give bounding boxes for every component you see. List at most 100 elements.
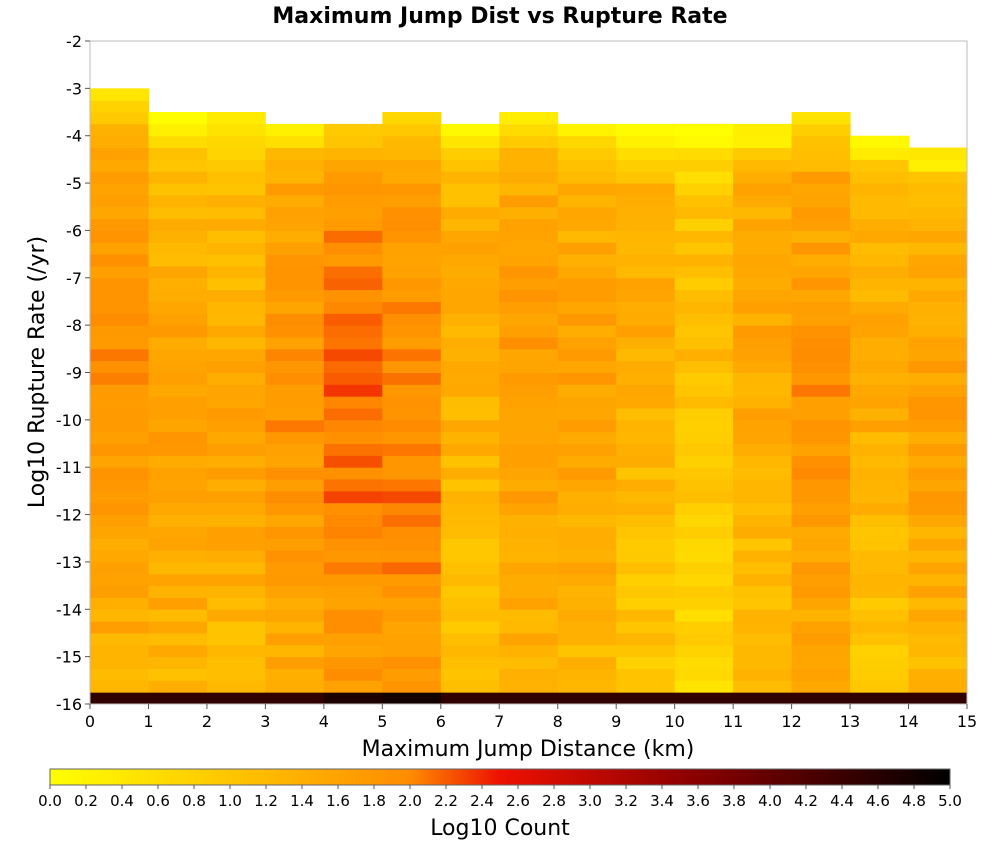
heatmap-cell — [499, 443, 559, 456]
heatmap-cell — [323, 396, 383, 409]
heatmap-cell — [382, 408, 442, 421]
heatmap-cell — [90, 313, 149, 326]
colorbar-ticks: 0.0 0.2 0.4 0.6 0.8 1.0 1.2 1.4 1.6 1.8 2.0 2.2 2.4 2… — [38, 785, 962, 810]
colorbar-tick-label: 1.8 — [362, 792, 386, 810]
heatmap-cell — [265, 313, 325, 326]
heatmap-cell — [90, 656, 149, 669]
heatmap-cell — [206, 230, 266, 243]
heatmap-cell — [206, 597, 266, 610]
heatmap-cell — [557, 194, 617, 208]
heatmap-cell — [440, 159, 500, 172]
heatmap-cell — [148, 526, 208, 539]
heatmap-cell — [206, 550, 266, 563]
y-tick-label: -8 — [66, 316, 82, 335]
heatmap-cell — [90, 609, 149, 622]
heatmap-cell — [440, 419, 500, 433]
heatmap-cell — [791, 183, 851, 196]
heatmap-cell — [440, 550, 500, 563]
heatmap-cell — [206, 680, 266, 693]
heatmap-cell — [206, 538, 266, 551]
heatmap-cell — [733, 123, 793, 137]
heatmap-cell — [616, 467, 676, 480]
heatmap-cell — [265, 372, 325, 385]
heatmap-cell — [499, 171, 559, 184]
heatmap-cell — [499, 254, 559, 267]
heatmap-cell — [908, 254, 968, 267]
heatmap-cell — [616, 325, 676, 338]
heatmap-cell — [908, 561, 968, 575]
heatmap-cell — [557, 467, 617, 480]
heatmap-cell — [265, 242, 325, 255]
heatmap-cell — [382, 218, 442, 231]
heatmap-cell — [850, 680, 910, 693]
x-tick-label: 13 — [840, 712, 860, 731]
heatmap-cell — [323, 123, 383, 137]
heatmap-cell — [616, 135, 676, 149]
heatmap-cell — [850, 609, 910, 622]
heatmap-cell — [616, 431, 676, 445]
heatmap-cell — [791, 561, 851, 575]
heatmap-cell — [733, 242, 793, 255]
heatmap-cell — [323, 313, 383, 326]
heatmap-cell — [323, 325, 383, 338]
heatmap-cell — [148, 621, 208, 634]
heatmap-cell — [733, 597, 793, 610]
heatmap-cell — [674, 360, 734, 373]
heatmap-cell — [557, 490, 617, 504]
heatmap-cell — [733, 550, 793, 563]
heatmap-cell — [206, 372, 266, 385]
heatmap-cell — [90, 254, 149, 267]
heatmap-cell — [499, 183, 559, 196]
heatmap-cell — [791, 384, 851, 397]
heatmap-cell — [733, 206, 793, 220]
colorbar-tick-label: 2.4 — [470, 792, 494, 810]
heatmap-cell — [674, 313, 734, 326]
heatmap-cell — [323, 550, 383, 563]
heatmap-cell — [148, 112, 208, 125]
colorbar-tick-label: 3.2 — [614, 792, 638, 810]
heatmap-cell — [265, 325, 325, 338]
heatmap-cell — [674, 325, 734, 338]
heatmap-cell — [791, 206, 851, 220]
heatmap-cell — [733, 609, 793, 622]
heatmap-cell — [499, 419, 559, 433]
heatmap-cell — [733, 218, 793, 231]
heatmap-cell — [908, 218, 968, 231]
heatmap-cell — [382, 561, 442, 575]
heatmap-cell — [791, 467, 851, 480]
heatmap-cell — [206, 396, 266, 409]
heatmap-cell — [908, 490, 968, 504]
heatmap-cell — [265, 135, 325, 149]
heatmap-cell — [616, 526, 676, 539]
heatmap-cell — [206, 194, 266, 208]
heatmap-cell — [733, 561, 793, 575]
heatmap-cell — [440, 360, 500, 373]
heatmap-cell — [323, 490, 383, 504]
heatmap-cell — [440, 479, 500, 492]
heatmap-cell — [850, 336, 910, 350]
heatmap-cell — [499, 396, 559, 409]
heatmap-cell — [733, 183, 793, 196]
heatmap-cell — [323, 597, 383, 610]
heatmap-cell — [499, 218, 559, 231]
heatmap-cell — [440, 490, 500, 504]
heatmap-cell — [850, 218, 910, 231]
heatmap-cell — [206, 644, 266, 658]
heatmap-cell — [323, 632, 383, 646]
heatmap-cell — [206, 325, 266, 338]
heatmap-cell — [499, 230, 559, 243]
heatmap-cell — [674, 123, 734, 137]
heatmap-cell — [850, 656, 910, 669]
heatmap-cell — [382, 301, 442, 314]
heatmap-cell — [791, 609, 851, 622]
heatmap-cell — [850, 443, 910, 456]
heatmap-cell — [265, 348, 325, 362]
heatmap-cell — [674, 147, 734, 160]
heatmap-cell — [382, 680, 442, 693]
heatmap-cell — [674, 348, 734, 362]
y-tick-label: -14 — [56, 600, 82, 619]
heatmap-cell — [674, 467, 734, 480]
heatmap-cell — [382, 123, 442, 137]
heatmap-cell — [674, 443, 734, 456]
heatmap-cell — [90, 632, 149, 646]
